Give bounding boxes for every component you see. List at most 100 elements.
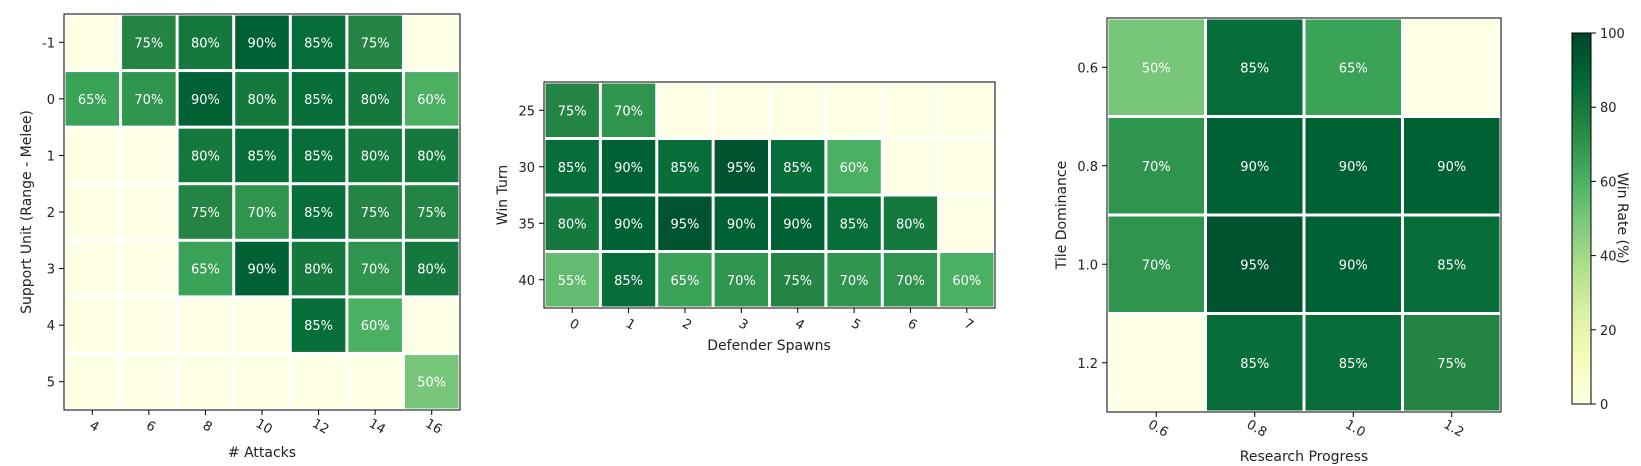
cell-value-label: 70% bbox=[1142, 160, 1171, 175]
heatmap-cell bbox=[714, 83, 768, 137]
heatmap-cell bbox=[235, 185, 289, 239]
y-tick-label: 0.8 bbox=[1077, 160, 1098, 175]
heatmap-cell bbox=[714, 140, 768, 194]
cell-value-label: 95% bbox=[670, 217, 699, 232]
cell-value-label: 80% bbox=[304, 263, 333, 278]
heatmap-cell bbox=[348, 72, 402, 126]
heatmap-cell bbox=[291, 298, 346, 352]
x-tick-label: 4 bbox=[792, 316, 807, 333]
x-tick-label: 3 bbox=[736, 316, 751, 333]
heatmap-cell bbox=[291, 354, 346, 409]
heatmap-cell bbox=[122, 354, 176, 409]
heatmap-cell bbox=[771, 253, 825, 307]
colorbar-tick-label: 80 bbox=[1600, 101, 1617, 116]
heatmap-cell bbox=[235, 15, 289, 70]
heatmap-cell bbox=[178, 128, 233, 183]
cell-value-label: 80% bbox=[896, 217, 925, 232]
heatmap-cell bbox=[122, 15, 176, 70]
colorbar-label: Win Rate (%) bbox=[1614, 172, 1630, 264]
cell-value-label: 90% bbox=[248, 263, 277, 278]
heatmap-cell bbox=[65, 72, 120, 126]
y-tick-label: 0.6 bbox=[1077, 61, 1098, 76]
cell-value-label: 80% bbox=[361, 149, 390, 164]
cell-value-label: 85% bbox=[304, 206, 333, 221]
heatmap-cell bbox=[348, 128, 402, 183]
heatmap-cell bbox=[291, 15, 346, 70]
cell-value-label: 75% bbox=[134, 36, 163, 51]
heatmap-cell bbox=[771, 196, 825, 250]
heatmap-cell bbox=[235, 128, 289, 183]
heatmap-cell bbox=[1305, 216, 1401, 312]
heatmap-cell bbox=[65, 128, 120, 183]
heatmap-cell bbox=[771, 140, 825, 194]
cell-value-label: 65% bbox=[670, 274, 699, 289]
heatmap-cell bbox=[1404, 118, 1500, 214]
cell-value-label: 60% bbox=[417, 93, 446, 108]
heatmap-cell bbox=[404, 298, 459, 352]
cell-value-label: 70% bbox=[361, 263, 390, 278]
heatmap-cell bbox=[235, 72, 289, 126]
heatmap-cell bbox=[658, 196, 712, 250]
heatmap-cell bbox=[404, 241, 459, 296]
heatmap-cell bbox=[348, 185, 402, 239]
heatmap-cell bbox=[235, 241, 289, 296]
heatmap-cell bbox=[65, 354, 120, 409]
heatmap-cell bbox=[940, 140, 994, 194]
heatmap-cell bbox=[404, 128, 459, 183]
x-tick-label: 1 bbox=[623, 316, 638, 333]
x-tick-label: 5 bbox=[848, 316, 863, 333]
heatmap-cell bbox=[1404, 216, 1500, 312]
heatmap-cell bbox=[65, 298, 120, 352]
heatmap-cell bbox=[545, 253, 599, 307]
heatmap-cell bbox=[65, 185, 120, 239]
cell-value-label: 90% bbox=[191, 93, 220, 108]
y-tick-label: 1.0 bbox=[1077, 258, 1098, 273]
heatmap-cell bbox=[1207, 19, 1303, 115]
heatmap-cell bbox=[122, 128, 176, 183]
heatmap-cell bbox=[1108, 315, 1204, 411]
heatmap-cell bbox=[1108, 216, 1204, 312]
cell-value-label: 85% bbox=[304, 93, 333, 108]
cell-value-label: 85% bbox=[558, 161, 587, 176]
cell-value-label: 75% bbox=[783, 274, 812, 289]
x-tick-label: 2 bbox=[679, 316, 694, 333]
cell-value-label: 95% bbox=[1240, 258, 1269, 273]
heatmap-cell bbox=[771, 83, 825, 137]
heatmap-cell bbox=[940, 196, 994, 250]
cell-value-label: 70% bbox=[896, 274, 925, 289]
heatmap-cell bbox=[122, 185, 176, 239]
cell-value-label: 80% bbox=[191, 149, 220, 164]
heatmap-3-xlabel: Research Progress bbox=[1240, 449, 1368, 465]
x-tick-label: 0 bbox=[567, 316, 582, 333]
heatmap-cell bbox=[883, 196, 938, 250]
heatmap-3-ylabel: Tile Dominance bbox=[1054, 161, 1070, 270]
cell-value-label: 85% bbox=[304, 149, 333, 164]
heatmap-1-xlabel: # Attacks bbox=[228, 445, 296, 461]
y-tick-label: 2 bbox=[47, 206, 55, 221]
heatmap-cell bbox=[1404, 315, 1500, 411]
cell-value-label: 70% bbox=[248, 206, 277, 221]
cell-value-label: 85% bbox=[840, 217, 869, 232]
colorbar-tick-label: 60 bbox=[1600, 175, 1617, 190]
heatmap-cell bbox=[235, 298, 289, 352]
heatmap-cell bbox=[714, 196, 768, 250]
cell-value-label: 85% bbox=[1240, 61, 1269, 76]
cell-value-label: 80% bbox=[417, 149, 446, 164]
y-tick-label: 5 bbox=[47, 376, 55, 391]
y-tick-label: 4 bbox=[47, 319, 55, 334]
cell-value-label: 85% bbox=[1437, 258, 1466, 273]
cell-value-label: 80% bbox=[417, 263, 446, 278]
heatmap-cell bbox=[601, 140, 656, 194]
heatmap-cell bbox=[291, 128, 346, 183]
cell-value-label: 80% bbox=[558, 217, 587, 232]
heatmap-cell bbox=[658, 140, 712, 194]
cell-value-label: 50% bbox=[1142, 61, 1171, 76]
cell-value-label: 90% bbox=[1437, 160, 1466, 175]
y-tick-label: 25 bbox=[518, 104, 535, 119]
cell-value-label: 70% bbox=[840, 274, 869, 289]
cell-value-label: 60% bbox=[361, 319, 390, 334]
heatmap-2-xlabel: Defender Spawns bbox=[707, 338, 830, 354]
heatmap-cell bbox=[404, 72, 459, 126]
x-tick-label: 6 bbox=[905, 316, 920, 333]
heatmap-cell bbox=[940, 83, 994, 137]
